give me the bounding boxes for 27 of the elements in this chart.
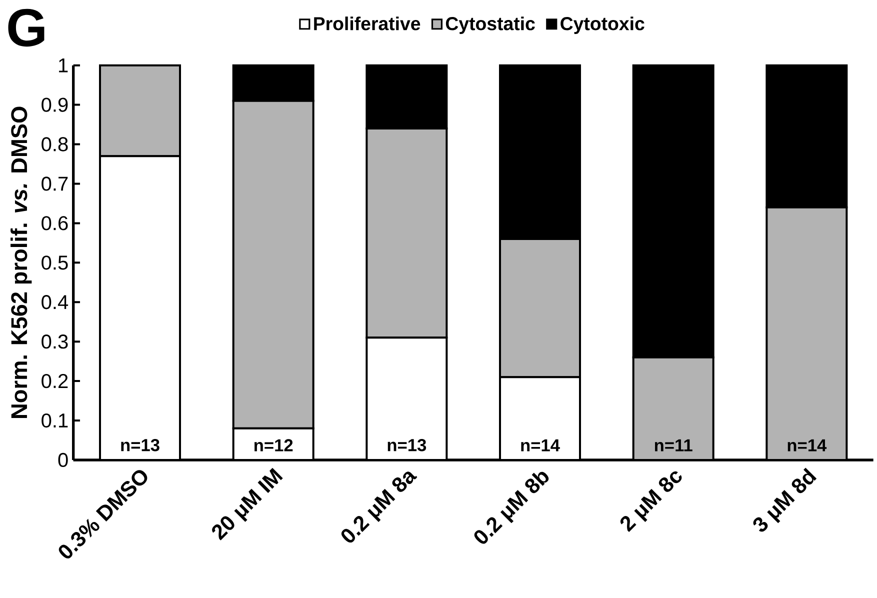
y-axis-title: Norm. K562 prolif. vs. DMSO: [10, 106, 32, 418]
y-tick-label: 0.2: [42, 374, 68, 388]
y-tick-label: 0.7: [42, 176, 68, 191]
legend-label: Cytostatic: [446, 16, 535, 34]
x-tick-label: 20 μM IM: [212, 468, 283, 540]
y-tick-label: 0.6: [42, 216, 68, 230]
y-tick-label: 1: [59, 58, 68, 72]
y-tick-label: 0: [58, 452, 68, 468]
x-tick-label: 0.2 μM 8b: [474, 472, 549, 544]
y-tick-label: 0.4: [42, 295, 68, 310]
annotation: n=13: [388, 438, 426, 452]
text: G: [8, 8, 44, 47]
annotation: n=12: [254, 439, 293, 452]
annotation: n=14: [788, 439, 827, 452]
x-tick-label: 2 μM 8c: [620, 471, 682, 532]
annotation: n=13: [121, 438, 160, 452]
y-tick-label: 0.1: [42, 413, 68, 428]
annotation: n=14: [521, 439, 560, 452]
y-tick-label: 0.9: [42, 98, 68, 112]
annotation: n=11: [654, 439, 692, 452]
legend-label: Cytotoxic: [560, 16, 644, 34]
x-tick-label: 0.2 μM 8a: [341, 472, 418, 543]
y-tick-label: 0.3: [42, 334, 68, 349]
x-tick-label: 3 μM 8d: [753, 468, 817, 532]
legend-label: Proliferative: [314, 16, 420, 30]
y-tick-label: 0.8: [42, 137, 68, 152]
y-tick-label: 0.5: [42, 256, 68, 270]
